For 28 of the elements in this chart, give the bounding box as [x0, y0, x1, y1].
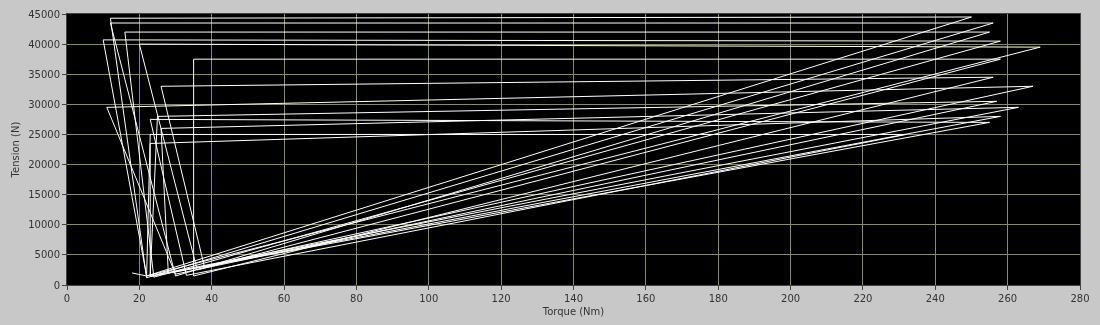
y-tick-label: 35000 [28, 68, 60, 80]
y-tick-label: 40000 [28, 38, 60, 50]
y-tick-label: 25000 [28, 128, 60, 140]
x-tick-label: 140 [563, 293, 584, 304]
x-tick-label: 200 [781, 293, 801, 304]
x-tick-label: 280 [1070, 293, 1090, 304]
y-tick-label: 5000 [34, 249, 60, 261]
x-tick-label: 80 [350, 293, 363, 304]
x-tick-label: 240 [925, 293, 945, 304]
x-tick-label: 220 [853, 293, 873, 304]
x-tick-label: 180 [708, 293, 728, 304]
y-tick-label: 20000 [28, 159, 60, 171]
x-tick-label: 60 [277, 293, 291, 304]
y-tick-label: 30000 [28, 98, 60, 110]
x-tick-label: 260 [998, 293, 1018, 304]
x-tick-label: 0 [63, 293, 71, 304]
y-axis-title: Tension (N) [10, 121, 22, 179]
x-tick-label: 160 [636, 293, 656, 304]
x-axis-title: Torque (Nm) [541, 305, 605, 317]
x-tick-label: 120 [491, 293, 511, 304]
y-tick-label: 10000 [28, 219, 60, 231]
x-tick-label: 20 [132, 293, 146, 304]
y-tick-label: 45000 [28, 8, 60, 20]
x-tick-label: 100 [419, 293, 439, 304]
y-tick-label: 15000 [28, 189, 60, 201]
x-tick-label: 40 [205, 293, 219, 304]
y-tick-label: 0 [53, 279, 60, 291]
line-series [102, 16, 1041, 279]
